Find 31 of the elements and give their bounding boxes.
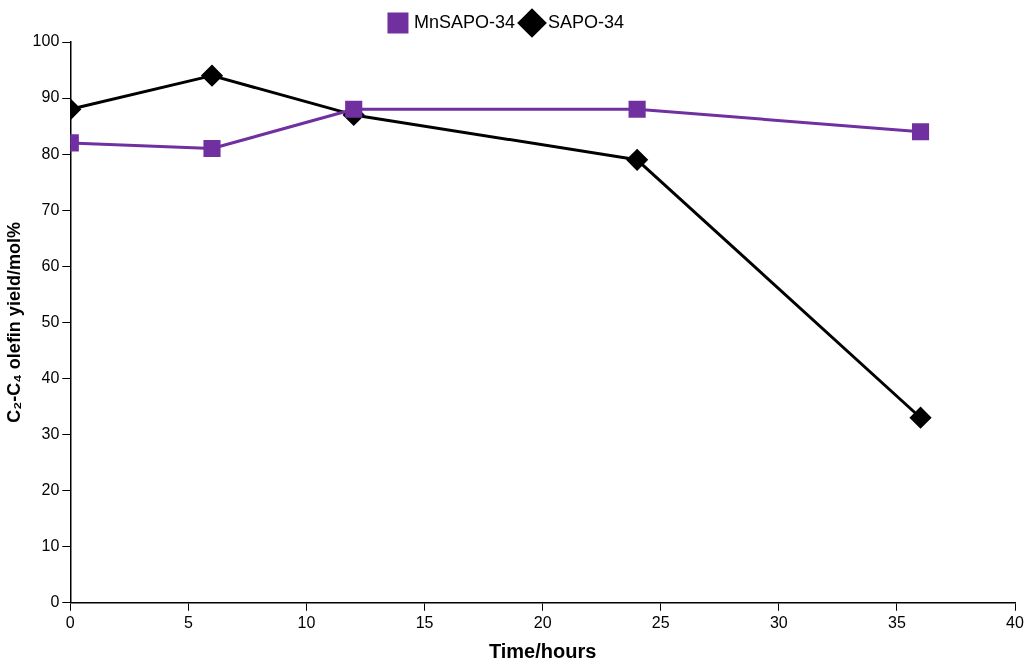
- y-tick-label: 30: [41, 424, 60, 442]
- x-tick-label: 35: [888, 613, 906, 631]
- x-tick-label: 5: [183, 613, 193, 631]
- y-tick-label: 90: [41, 88, 60, 106]
- x-tick-label: 30: [769, 613, 788, 631]
- y-tick-label: 100: [32, 32, 60, 50]
- point: [911, 123, 930, 141]
- point: [626, 149, 648, 171]
- x-tick-label: 15: [415, 613, 434, 631]
- y-tick-label: 80: [41, 144, 60, 162]
- x-tick-label: 25: [651, 613, 670, 631]
- x-tick-label: 0: [65, 613, 75, 631]
- x-tick-label: 10: [297, 613, 316, 631]
- x-tick-label: 20: [533, 613, 552, 631]
- y-tick-label: 20: [41, 481, 60, 499]
- y-tick-label: 50: [41, 312, 60, 330]
- point: [203, 139, 221, 158]
- point: [201, 65, 223, 87]
- y-axis-title: C₂-C₄ olefin yield/mol%: [3, 222, 24, 423]
- y-tick-label: 0: [50, 593, 60, 611]
- x-axis-title: Time/hours: [488, 639, 597, 662]
- y-tick-label: 60: [41, 256, 60, 274]
- y-tick-label: 40: [41, 368, 60, 386]
- y-tick-label: 10: [41, 537, 60, 555]
- legend-label: SAPO-34: [548, 11, 625, 32]
- legend-label: MnSAPO-34: [413, 11, 516, 32]
- point: [345, 100, 363, 118]
- x-tick-label: 40: [1006, 613, 1024, 631]
- point: [628, 100, 646, 118]
- y-tick-label: 70: [41, 200, 60, 218]
- point: [910, 407, 932, 429]
